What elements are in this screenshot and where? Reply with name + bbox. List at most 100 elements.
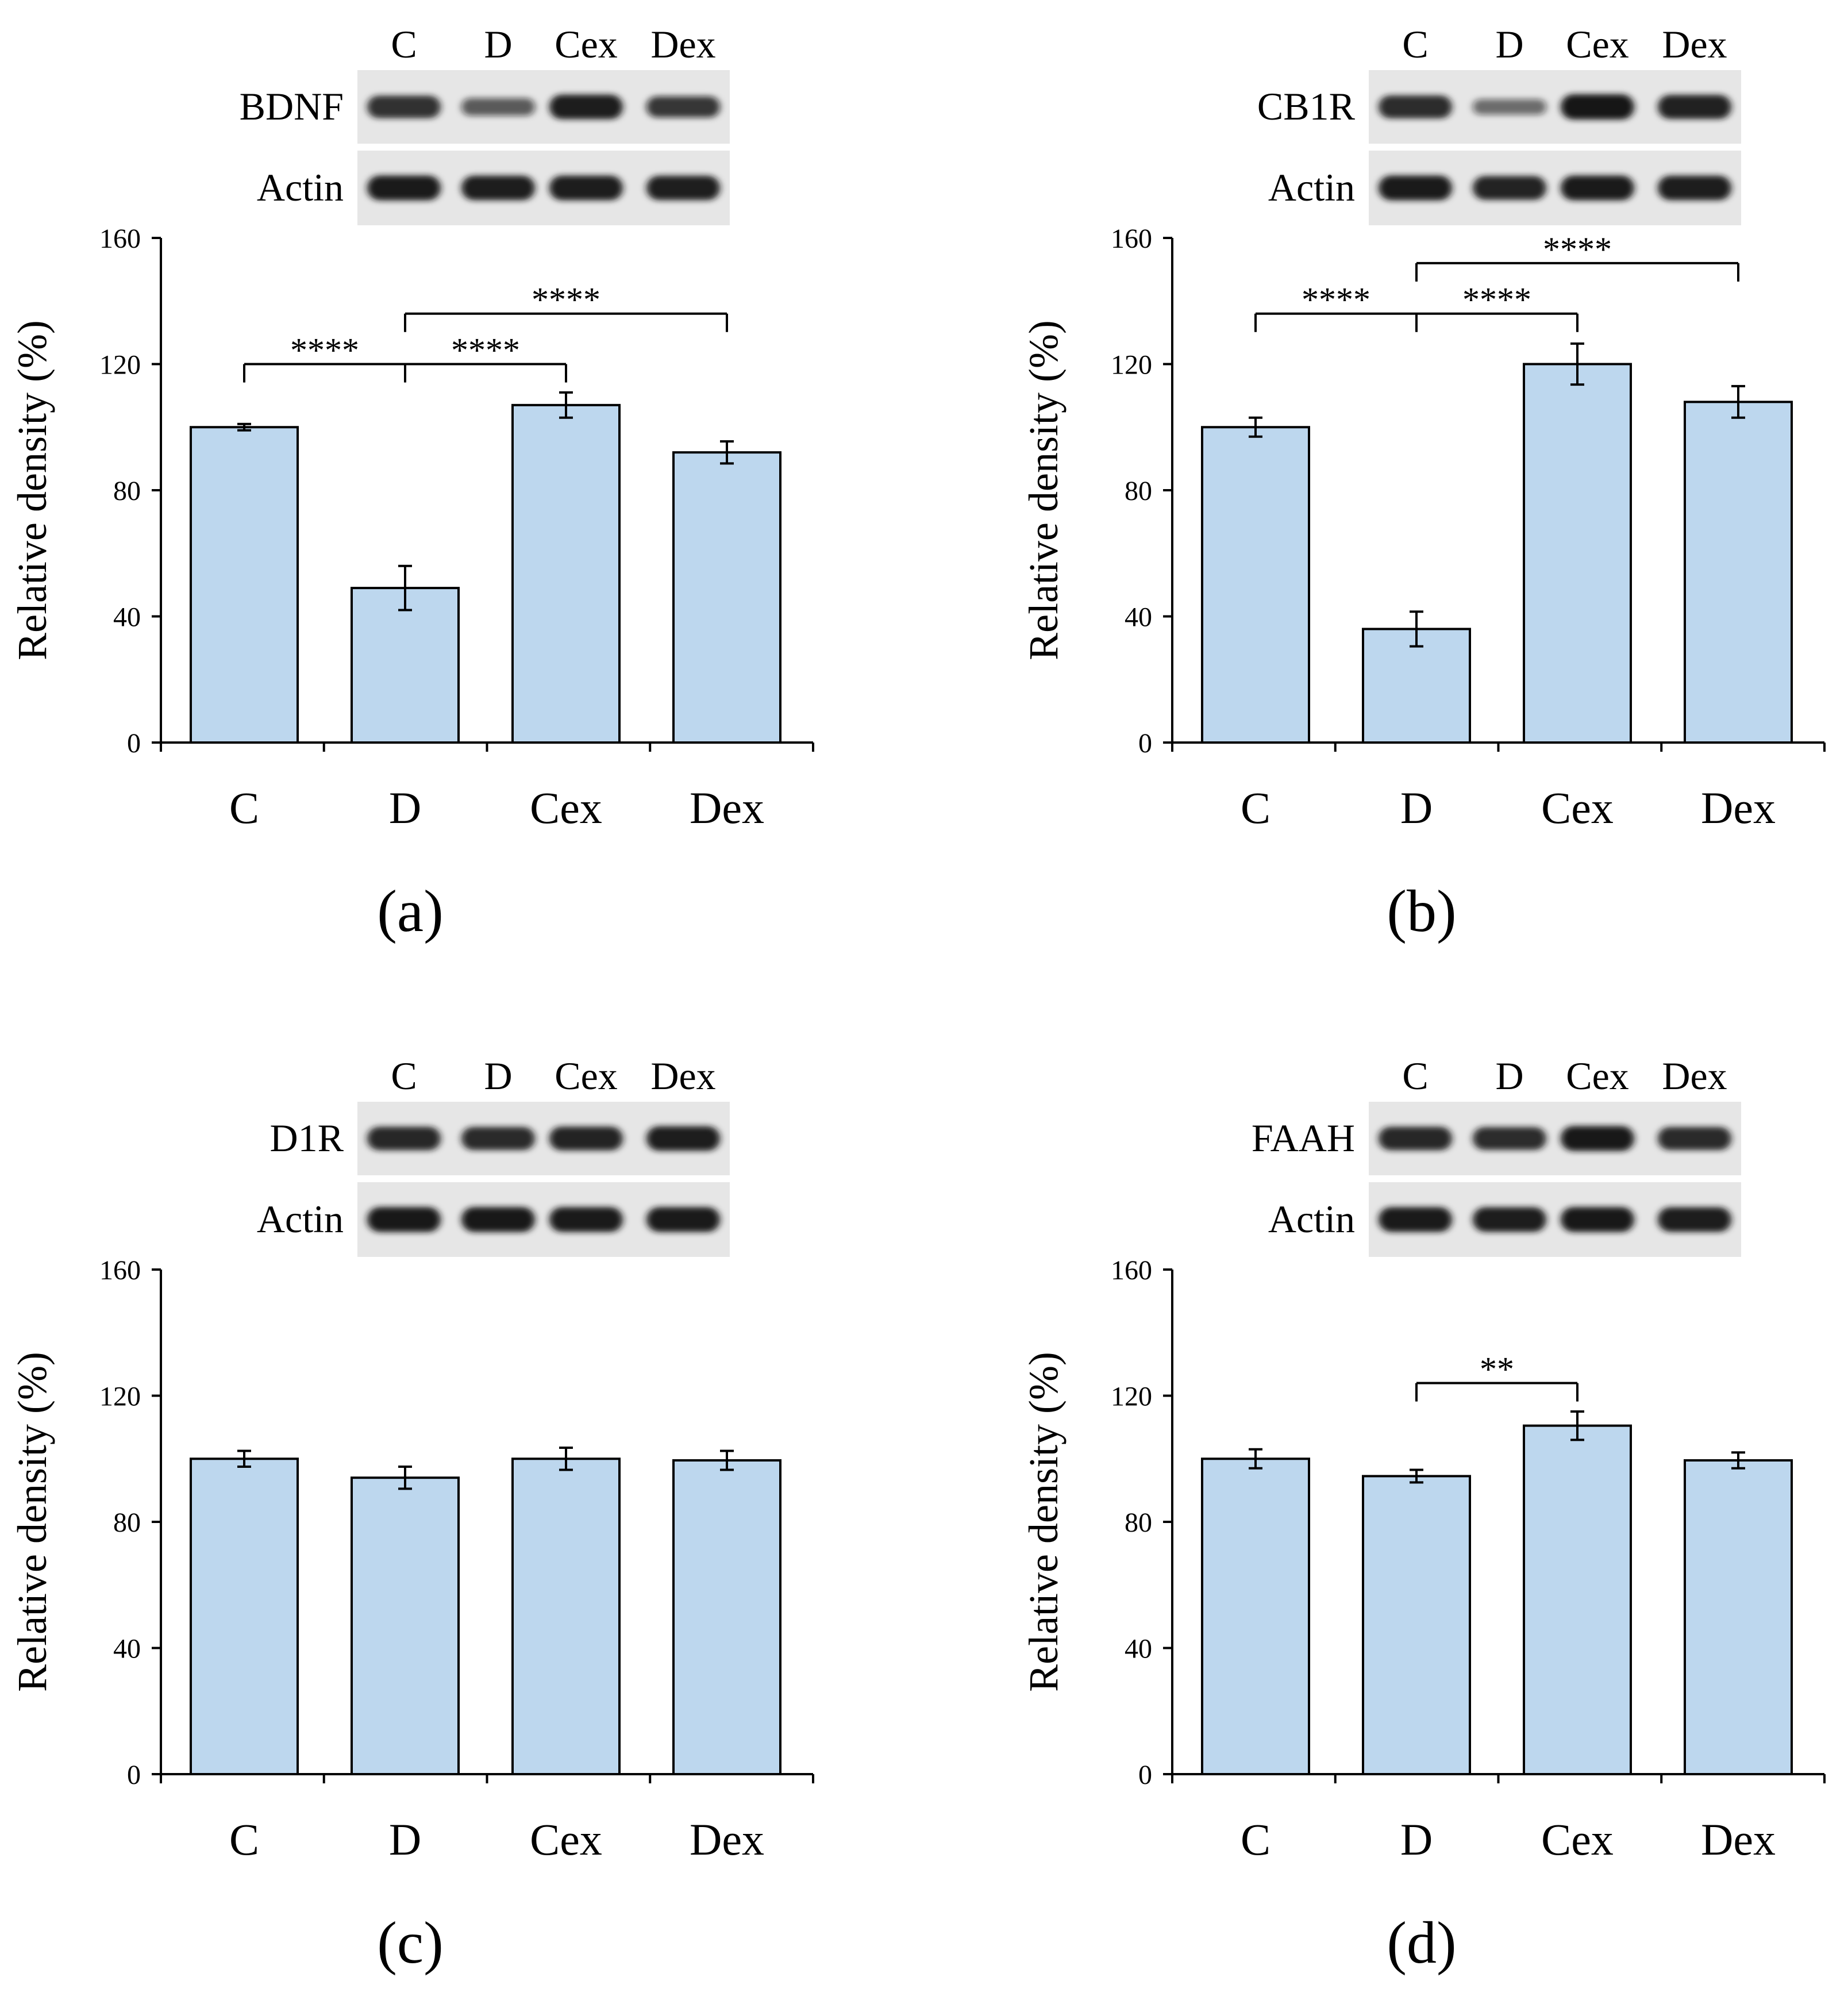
blot-lane-label: Dex <box>1662 1054 1727 1098</box>
blot-band <box>1379 1207 1452 1232</box>
y-tick-label: 120 <box>99 1382 141 1412</box>
y-tick-label: 0 <box>127 1760 141 1790</box>
bar-d <box>1362 1475 1471 1775</box>
y-axis-label: Relative density (%) <box>1021 320 1067 660</box>
x-tick-label: C <box>229 1814 259 1864</box>
y-tick-label: 120 <box>1111 350 1152 380</box>
x-tick-label: Dex <box>690 1814 764 1864</box>
x-tick-label: C <box>1241 783 1270 833</box>
significance-label: **** <box>532 281 600 319</box>
bar-cex <box>1523 1424 1632 1775</box>
bar-d <box>351 1476 460 1775</box>
blot-lane-label: C <box>391 22 417 66</box>
blot-band <box>1561 1207 1634 1232</box>
x-tick-label: Dex <box>1701 1814 1776 1864</box>
blot-band <box>1658 175 1731 201</box>
panel-label: (c) <box>377 1910 443 1976</box>
blot-band <box>461 175 535 201</box>
x-tick-label: D <box>389 783 421 833</box>
y-axis-label: Relative density (%) <box>9 320 55 660</box>
significance-label: **** <box>1543 230 1612 268</box>
y-tick-label: 40 <box>1125 602 1152 633</box>
blot-row-label: Actin <box>1268 166 1355 209</box>
y-tick-label: 0 <box>1138 728 1152 759</box>
blot-lane-label: C <box>391 1054 417 1098</box>
blot-band <box>1561 175 1634 201</box>
bar-c <box>190 426 299 744</box>
blot-lane-label: D <box>484 1054 512 1098</box>
y-tick-label: 40 <box>1125 1634 1152 1664</box>
x-tick-label: Cex <box>1541 783 1614 833</box>
blot-band <box>367 175 441 201</box>
blot-band <box>1561 94 1634 120</box>
bar-d <box>1362 628 1471 744</box>
blot-row-label: Actin <box>257 166 344 209</box>
bar-cex <box>511 403 621 744</box>
bar-c <box>1201 426 1310 744</box>
y-tick-label: 120 <box>99 350 141 380</box>
y-tick-label: 80 <box>1125 476 1152 506</box>
significance-label: **** <box>290 332 359 370</box>
panel-c: D1R Actin C D Cex Dex 0 40 80 120 160 C D Cex Dex Relat… <box>9 1054 814 1976</box>
blot-band <box>646 96 720 118</box>
panel-b: CB1R Actin C D Cex Dex 0 40 80 120 160 C D Cex Dex ****… <box>1021 22 1826 944</box>
blot-lane-label: Dex <box>650 22 715 66</box>
significance-label: **** <box>1462 281 1531 319</box>
blot-band <box>1658 1207 1731 1232</box>
blot-band <box>549 1207 623 1232</box>
y-tick-label: 160 <box>99 1255 141 1286</box>
x-tick-label: D <box>1400 783 1433 833</box>
blot-band <box>549 1126 623 1151</box>
blot-row-label: CB1R <box>1257 84 1356 128</box>
y-tick-label: 80 <box>113 1507 141 1538</box>
y-tick-label: 120 <box>1111 1382 1152 1412</box>
blot-band <box>1561 1126 1634 1151</box>
x-tick-label: Cex <box>1541 1814 1614 1864</box>
blot-band <box>1473 176 1546 200</box>
blot-band <box>461 98 535 116</box>
blot-band <box>367 1126 441 1151</box>
blot-lane-label: D <box>1495 22 1523 66</box>
y-tick-label: 40 <box>113 602 141 633</box>
blot-band <box>1473 1127 1546 1150</box>
bar-cex <box>1523 363 1632 744</box>
bar-dex <box>672 1459 781 1775</box>
blot-lane-label: Dex <box>1662 22 1727 66</box>
panel-d: FAAH Actin C D Cex Dex 0 40 80 120 160 C D Cex Dex ** Re… <box>1021 1054 1826 1976</box>
panel-label: (d) <box>1387 1910 1456 1976</box>
blot-band <box>646 175 720 201</box>
blot-band <box>549 94 623 120</box>
y-tick-label: 160 <box>1111 1255 1152 1286</box>
x-tick-label: C <box>1241 1814 1270 1864</box>
y-axis-label: Relative density (%) <box>9 1352 55 1692</box>
y-tick-label: 160 <box>1111 224 1152 254</box>
bar-dex <box>1684 401 1793 744</box>
y-tick-label: 0 <box>1138 1760 1152 1790</box>
bar-dex <box>672 451 781 744</box>
y-tick-label: 0 <box>127 728 141 759</box>
blot-band <box>367 1207 441 1232</box>
blot-lane-label: C <box>1402 1054 1428 1098</box>
y-tick-label: 160 <box>99 224 141 254</box>
blot-lane-label: D <box>484 22 512 66</box>
blot-lane-label: Cex <box>1566 1054 1629 1098</box>
blot-band <box>461 1126 535 1151</box>
blot-row-label: FAAH <box>1252 1116 1355 1160</box>
x-tick-label: Cex <box>530 1814 602 1864</box>
x-tick-label: D <box>389 1814 421 1864</box>
y-axis-label: Relative density (%) <box>1021 1352 1067 1692</box>
blot-band <box>1473 99 1546 115</box>
significance-label: **** <box>1302 281 1370 319</box>
blot-row-label: D1R <box>270 1116 344 1160</box>
blot-band <box>1658 95 1731 119</box>
y-tick-label: 40 <box>113 1634 141 1664</box>
y-tick-label: 80 <box>1125 1507 1152 1538</box>
bar-cex <box>511 1457 621 1775</box>
blot-band <box>461 1207 535 1232</box>
blot-lane-label: Dex <box>650 1054 715 1098</box>
x-tick-label: Cex <box>530 783 602 833</box>
panel-label: (b) <box>1387 878 1456 944</box>
blot-lane-label: D <box>1495 1054 1523 1098</box>
blot-band <box>367 95 441 118</box>
